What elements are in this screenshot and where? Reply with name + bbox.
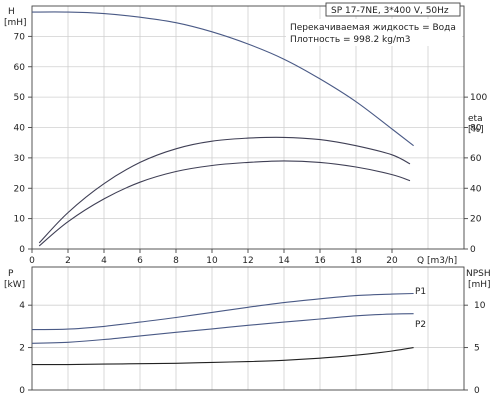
left-tick-label: 0 (19, 386, 25, 396)
x-tick-label: 6 (137, 256, 143, 266)
npsh-curve (32, 347, 414, 366)
left-tick-label: 20 (14, 184, 26, 194)
right-tick-label: 20 (470, 215, 482, 225)
p2-curve (31, 313, 414, 344)
left-tick-label: 0 (19, 245, 25, 255)
eta-axis-label: eta (468, 114, 483, 124)
right-tick-label: 100 (470, 93, 487, 103)
bottom-plot-frame (31, 266, 465, 391)
right-tick-label: 0 (474, 386, 480, 396)
npsh-axis-label: NPSH (466, 269, 491, 279)
right-tick-label: 5 (474, 344, 480, 354)
head-axis-ticks: 0 10 20 30 40 50 60 70 (14, 32, 32, 255)
x-tick-label: 18 (350, 256, 362, 266)
x-tick-label: 10 (206, 256, 218, 266)
liquid-info-box (286, 19, 462, 46)
x-tick-label: 12 (242, 256, 253, 266)
chart-title: SP 17-7NE, 3*400 V, 50Hz (331, 6, 449, 16)
top-curves (31, 11, 414, 247)
x-tick-label: 2 (65, 256, 71, 266)
head-efficiency-panel: 0 10 20 30 40 50 60 70 0 20 40 60 80 100 0 2 4 6 8 10 12 14… (4, 2, 487, 266)
right-tick-label: 10 (474, 301, 486, 311)
density-annotation: Плотность = 998.2 kg/m3 (290, 35, 411, 45)
x-tick-label: 16 (314, 256, 326, 266)
left-tick-label: 2 (19, 344, 25, 354)
flow-axis-label: Q [m3/h] (417, 256, 457, 266)
right-tick-label: 60 (470, 154, 482, 164)
left-tick-label: 10 (14, 215, 26, 225)
title-box (325, 2, 461, 17)
p1-curve (31, 292, 414, 331)
x-tick-label: 8 (173, 256, 179, 266)
liquid-annotation: Перекачиваемая жидкость = Вода (290, 23, 456, 33)
npsh-axis-unit: [mH] (468, 280, 491, 290)
bottom-curves (31, 292, 414, 366)
npsh-axis-ticks: 0 5 10 (464, 301, 486, 396)
x-tick-label: 20 (386, 256, 398, 266)
top-grid (32, 6, 464, 249)
left-tick-label: 70 (14, 32, 26, 42)
bottom-grid (32, 267, 464, 390)
left-tick-label: 4 (19, 301, 25, 311)
eta-curve-1 (38, 136, 411, 244)
eta-axis-ticks: 0 20 40 60 80 100 (464, 93, 487, 255)
x-tick-label: 4 (101, 256, 107, 266)
head-axis-unit: [mH] (4, 18, 27, 28)
flow-axis-ticks: 0 2 4 6 8 10 12 14 16 18 20 (29, 249, 398, 266)
p1-series-label: P1 (415, 287, 426, 297)
x-tick-label: 14 (278, 256, 290, 266)
power-axis-unit: [kW] (4, 280, 25, 290)
left-tick-label: 30 (14, 154, 26, 164)
power-axis-ticks: 0 2 4 (19, 301, 32, 396)
left-tick-label: 60 (14, 63, 26, 73)
left-tick-label: 40 (14, 124, 26, 134)
x-tick-label: 0 (29, 256, 35, 266)
right-tick-label: 40 (470, 184, 482, 194)
p2-series-label: P2 (415, 320, 426, 330)
left-tick-label: 50 (14, 93, 26, 103)
eta-curve-2 (38, 160, 411, 247)
right-tick-label: 0 (470, 245, 476, 255)
power-axis-label: P (8, 269, 14, 279)
power-npsh-panel: 0 2 4 0 5 10 P [kW] NPSH [mH] P1 P2 (4, 266, 491, 396)
right-tick-label: 80 (470, 124, 482, 134)
eta-axis-unit: [%] (468, 125, 484, 135)
head-curve (31, 11, 414, 147)
head-axis-label: H (8, 7, 15, 17)
